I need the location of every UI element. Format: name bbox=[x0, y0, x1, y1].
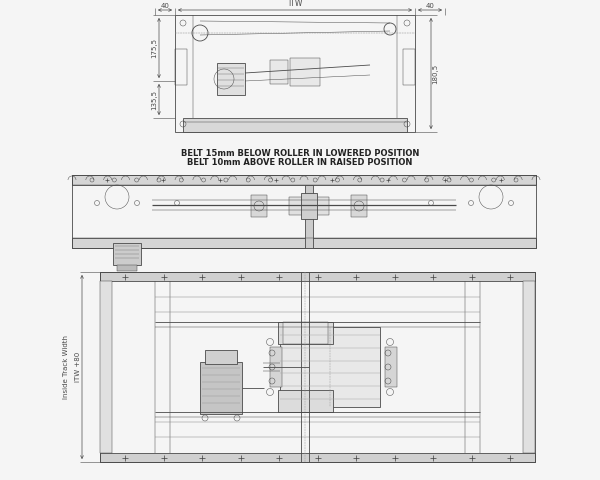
Bar bbox=[280, 327, 380, 407]
Bar bbox=[217, 63, 245, 95]
Bar bbox=[278, 322, 333, 344]
Bar bbox=[113, 243, 141, 265]
Text: BELT 10mm ABOVE ROLLER IN RAISED POSITION: BELT 10mm ABOVE ROLLER IN RAISED POSITIO… bbox=[187, 158, 413, 167]
Text: ITW: ITW bbox=[288, 0, 302, 9]
Bar bbox=[100, 453, 535, 462]
Bar bbox=[100, 281, 112, 453]
Bar bbox=[251, 195, 267, 217]
Bar bbox=[270, 347, 282, 387]
Bar bbox=[301, 193, 317, 219]
Bar bbox=[117, 265, 137, 271]
Bar bbox=[72, 238, 536, 248]
Bar bbox=[290, 58, 320, 86]
Text: 135,5: 135,5 bbox=[151, 89, 157, 109]
Bar bbox=[100, 272, 535, 281]
Bar bbox=[403, 49, 415, 85]
Text: 180,5: 180,5 bbox=[433, 63, 439, 84]
Bar bbox=[270, 60, 288, 84]
Bar bbox=[72, 175, 536, 248]
Text: ITW +80: ITW +80 bbox=[74, 352, 80, 382]
Bar bbox=[205, 350, 237, 364]
Text: 40: 40 bbox=[161, 2, 169, 9]
Bar bbox=[305, 185, 313, 248]
Text: Inside Track Width: Inside Track Width bbox=[63, 335, 69, 399]
Bar bbox=[72, 175, 536, 185]
Bar bbox=[523, 281, 535, 453]
Bar bbox=[200, 362, 242, 414]
Bar bbox=[183, 118, 407, 132]
Bar bbox=[351, 195, 367, 217]
Bar bbox=[385, 347, 397, 387]
Bar bbox=[289, 197, 329, 215]
Text: BELT 15mm BELOW ROLLER IN LOWERED POSITION: BELT 15mm BELOW ROLLER IN LOWERED POSITI… bbox=[181, 149, 419, 158]
Bar bbox=[283, 322, 328, 344]
Bar bbox=[278, 390, 333, 412]
Bar bbox=[175, 15, 415, 132]
Text: 40: 40 bbox=[425, 2, 434, 9]
Bar bbox=[175, 49, 187, 85]
Text: 175,5: 175,5 bbox=[151, 38, 157, 58]
Bar bbox=[100, 272, 535, 462]
